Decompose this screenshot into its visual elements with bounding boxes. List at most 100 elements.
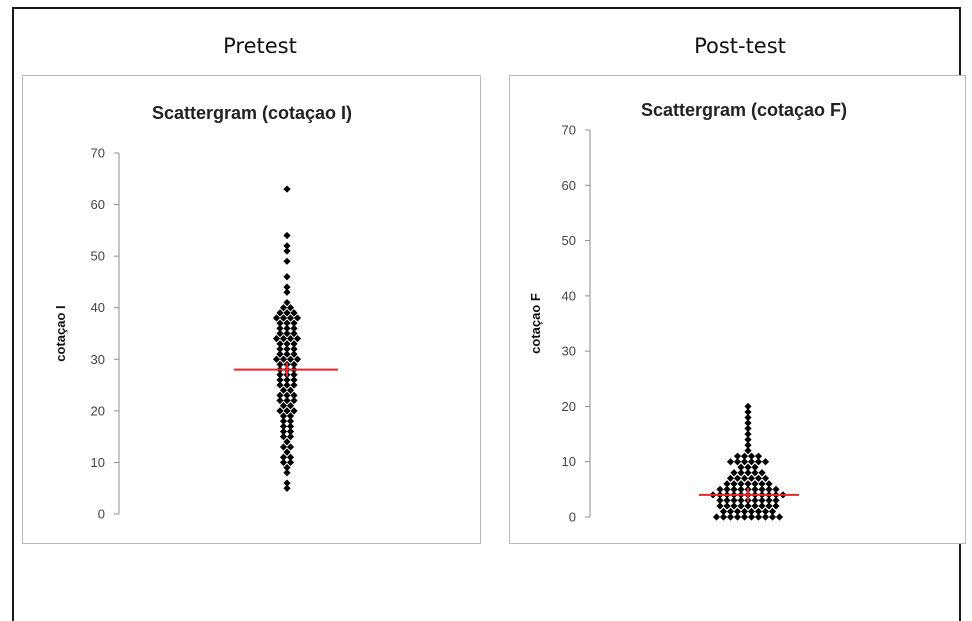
data-point	[286, 402, 295, 410]
data-point	[754, 513, 763, 521]
data-point	[286, 443, 295, 451]
data-point	[293, 314, 302, 322]
y-tick-label: 30	[91, 352, 105, 367]
data-point	[761, 513, 770, 521]
data-point	[712, 513, 721, 521]
data-point	[768, 507, 777, 516]
data-point	[283, 298, 291, 307]
data-point	[716, 502, 724, 510]
data-point	[744, 402, 752, 411]
data-point	[276, 371, 284, 379]
data-point	[283, 396, 291, 405]
y-axis-label: cotaçao I	[53, 305, 68, 361]
data-point	[276, 340, 284, 348]
data-point	[279, 355, 288, 363]
data-point	[279, 443, 288, 451]
data-point	[754, 458, 763, 466]
data-point	[272, 335, 281, 343]
data-point	[279, 402, 288, 410]
data-point	[290, 371, 298, 379]
data-point	[286, 458, 295, 467]
data-point	[772, 496, 780, 505]
data-point	[286, 314, 295, 322]
data-point	[283, 345, 291, 353]
data-point	[775, 513, 784, 521]
data-point	[751, 480, 759, 488]
data-point	[751, 502, 759, 510]
data-point	[276, 360, 284, 369]
data-point	[276, 345, 284, 353]
data-point	[744, 469, 752, 477]
data-point	[723, 502, 731, 510]
y-tick-label: 10	[91, 455, 105, 470]
data-point	[283, 309, 291, 317]
data-point	[737, 502, 745, 510]
data-point	[733, 513, 742, 521]
data-point	[730, 485, 738, 493]
data-point	[737, 469, 745, 477]
data-point	[751, 496, 759, 505]
data-point	[286, 386, 295, 394]
data-point	[283, 247, 291, 255]
data-point	[283, 376, 291, 384]
data-point	[744, 408, 752, 416]
data-point	[723, 485, 731, 493]
y-tick-label: 20	[562, 399, 576, 414]
data-point	[740, 458, 749, 466]
data-point	[726, 513, 735, 521]
y-tick-label: 0	[569, 510, 576, 525]
data-point	[279, 453, 288, 461]
data-point	[286, 453, 295, 461]
data-point	[737, 480, 745, 488]
data-point	[740, 507, 749, 516]
data-point	[276, 376, 284, 384]
data-point	[751, 469, 759, 477]
y-tick-label: 50	[562, 233, 576, 248]
data-point	[740, 513, 749, 521]
data-point	[730, 469, 738, 477]
data-point	[272, 355, 281, 363]
data-point	[283, 288, 291, 296]
data-point	[283, 381, 291, 389]
data-point	[293, 335, 302, 343]
y-axis-label: cotaçao F	[528, 293, 543, 354]
data-point	[747, 513, 756, 521]
data-point	[283, 448, 291, 456]
data-point	[276, 329, 284, 338]
data-point	[290, 309, 298, 317]
data-point	[283, 469, 291, 477]
data-point	[744, 463, 752, 471]
data-point	[290, 340, 298, 348]
data-point	[279, 412, 288, 420]
data-point	[279, 422, 288, 430]
data-point	[276, 381, 284, 389]
data-point	[761, 507, 770, 516]
y-tick-label: 40	[91, 300, 105, 315]
data-point	[726, 507, 735, 516]
data-point	[286, 355, 295, 363]
data-point	[272, 314, 281, 322]
data-point	[283, 479, 291, 487]
data-point	[730, 480, 738, 488]
pretest-caption: Pretest	[223, 34, 297, 58]
data-point	[276, 350, 284, 358]
posttest-caption: Post-test	[694, 34, 786, 58]
data-point	[286, 427, 295, 436]
y-tick-label: 10	[562, 454, 576, 469]
data-point	[286, 417, 295, 425]
data-point	[740, 452, 749, 460]
data-point	[290, 345, 298, 353]
data-point	[283, 391, 291, 399]
data-point	[733, 474, 742, 482]
data-point	[279, 458, 288, 467]
y-tick-label: 30	[562, 344, 576, 359]
data-point	[283, 484, 291, 492]
data-point	[283, 407, 291, 415]
data-point	[283, 185, 291, 193]
data-point	[758, 469, 766, 477]
data-point	[737, 485, 745, 493]
data-point	[733, 452, 742, 460]
data-point	[276, 407, 284, 415]
data-point	[761, 474, 770, 482]
data-point	[768, 513, 777, 521]
